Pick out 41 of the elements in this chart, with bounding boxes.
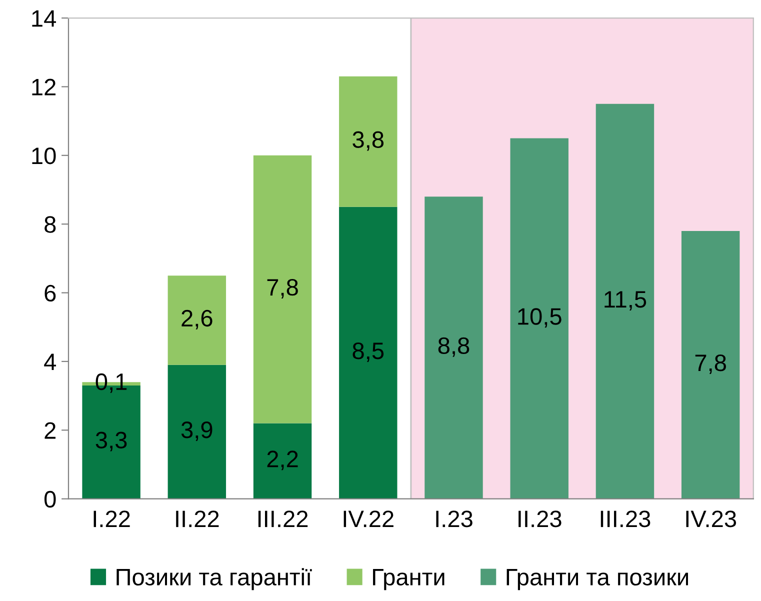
x-tick-label: IV.23 <box>686 510 736 528</box>
data-label: 7,8 <box>267 278 298 298</box>
data-label: 10,5 <box>518 308 562 328</box>
x-tick-label: II.23 <box>518 510 562 528</box>
x-tick-label: I.23 <box>436 510 472 528</box>
y-tick-label: 6 <box>44 284 56 302</box>
data-label: 3,8 <box>352 131 384 151</box>
bar <box>253 423 312 499</box>
bar <box>168 276 226 365</box>
x-tick-label: III.23 <box>600 510 650 528</box>
legend-label: Гранти <box>373 569 444 590</box>
y-tick-label: 0 <box>44 490 56 508</box>
legend-label: Гранти та позики <box>506 569 688 590</box>
bar <box>681 230 740 499</box>
y-tick-label: 4 <box>44 354 56 370</box>
y-tick-label: 8 <box>44 216 56 233</box>
data-label: 2,6 <box>182 310 212 330</box>
x-tick-label: IV.22 <box>344 510 394 528</box>
data-label: 7,8 <box>695 354 726 374</box>
data-label: 8,5 <box>352 342 384 362</box>
bar <box>596 104 654 499</box>
bar <box>424 196 483 499</box>
x-tick-label: III.22 <box>258 510 308 528</box>
bar <box>168 364 226 499</box>
x-tick-label: II.22 <box>176 510 219 528</box>
y-tick-label: 2 <box>44 422 56 439</box>
bar <box>510 138 568 499</box>
x-tick-label: I.22 <box>94 510 130 528</box>
data-label: 2,2 <box>267 450 298 470</box>
bar <box>339 76 398 207</box>
y-tick-label: 14 <box>32 10 56 27</box>
bar <box>253 155 312 424</box>
data-label: 0,1 <box>96 373 127 393</box>
legend-label: Позики та гарантії <box>116 568 312 590</box>
data-label: 11,5 <box>604 291 646 310</box>
bar <box>339 206 398 499</box>
data-label: 3,9 <box>181 421 212 441</box>
y-tick-label: 10 <box>32 147 56 164</box>
data-label: 8,8 <box>438 337 470 357</box>
y-tick-label: 12 <box>32 78 56 96</box>
data-label: 3,3 <box>96 432 127 452</box>
